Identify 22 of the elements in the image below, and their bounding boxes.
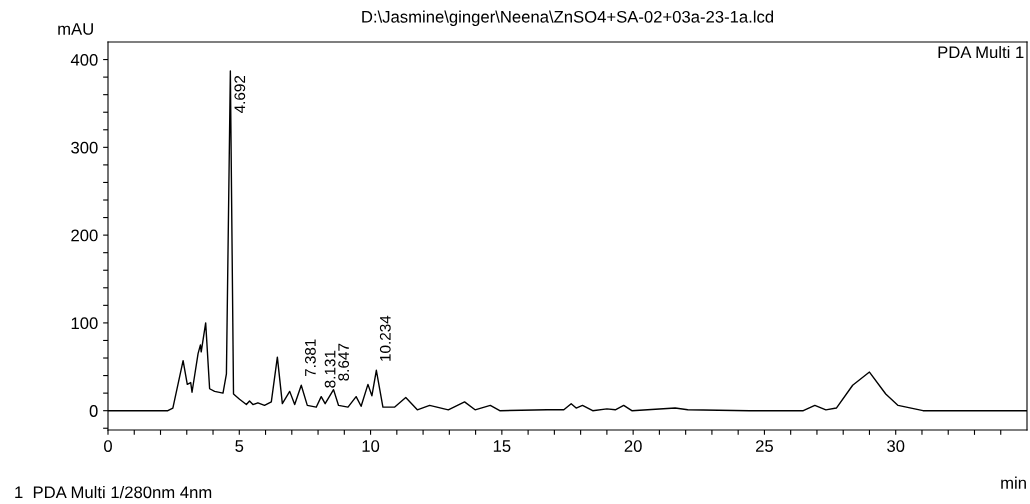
y-tick-label: 0 bbox=[89, 405, 98, 417]
x-tick-label: 0 bbox=[104, 440, 112, 452]
annotation: PDA Multi 1 bbox=[938, 45, 1024, 59]
x-tick-label: 20 bbox=[624, 440, 642, 452]
annotation: 8.647 bbox=[338, 343, 350, 381]
x-axis-title: min bbox=[1001, 476, 1026, 489]
chart-title: D:\Jasmine\ginger\Neena\ZnSO4+SA-02+03a-23-1a.lcd bbox=[362, 10, 774, 27]
y-tick-label: 100 bbox=[71, 317, 98, 330]
annotation: 10.234 bbox=[379, 315, 391, 361]
x-tick-label: 30 bbox=[887, 440, 905, 452]
y-axis-title: mAU bbox=[58, 23, 93, 35]
y-tick-label: 400 bbox=[70, 53, 98, 66]
annotation: 8.131 bbox=[324, 350, 336, 388]
x-tick-label: 10 bbox=[362, 440, 380, 452]
y-tick-label: 300 bbox=[71, 141, 98, 154]
annotation: 7.381 bbox=[304, 339, 316, 377]
annotation: 4.692 bbox=[234, 75, 246, 114]
text: 1 PDA Multi 1/280nm 4nm bbox=[15, 485, 212, 499]
x-tick-label: 5 bbox=[235, 440, 244, 452]
x-tick-label: 15 bbox=[493, 440, 511, 452]
x-tick-label: 25 bbox=[756, 440, 773, 452]
y-tick-label: 200 bbox=[71, 229, 98, 242]
